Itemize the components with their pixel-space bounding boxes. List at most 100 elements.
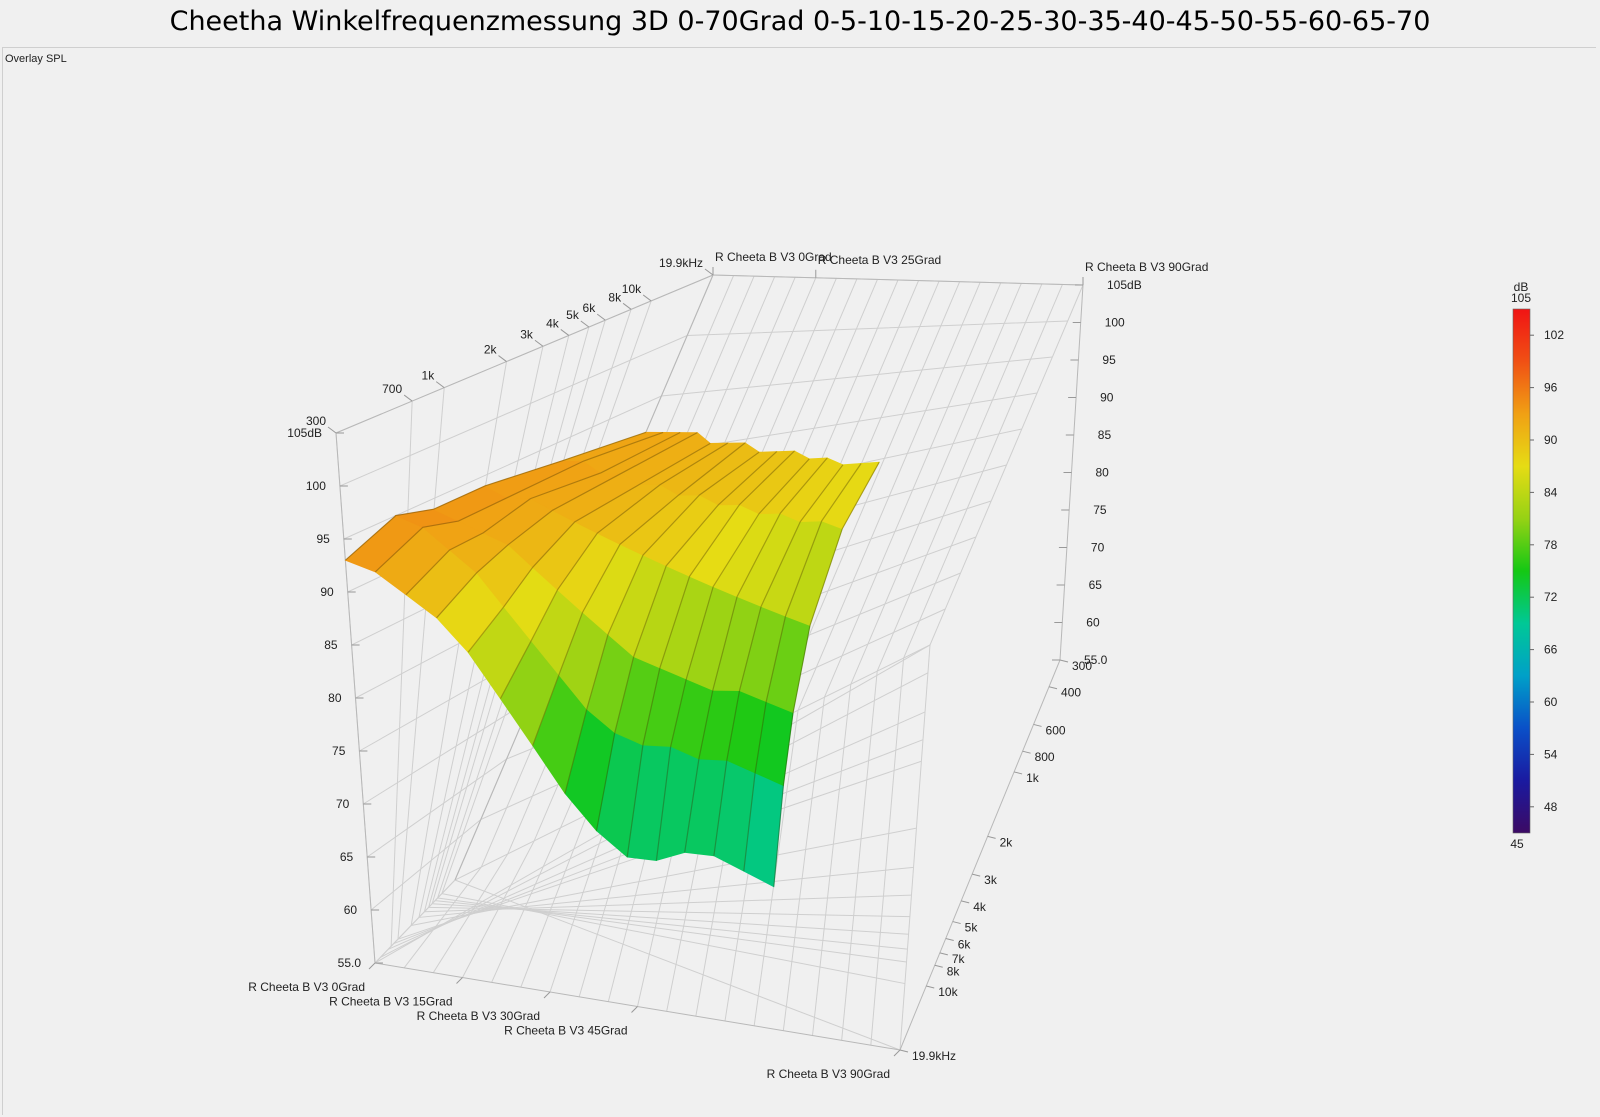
series-ridge [532, 442, 746, 746]
freq-tick-front [926, 985, 935, 989]
series-ridge [467, 442, 711, 653]
angle-tick-front [543, 991, 551, 999]
freq-tick-label-top: 300 [306, 414, 326, 428]
angle-tick-front [893, 1049, 901, 1057]
angle-tick-label-front: R Cheeta B V3 90Grad [767, 1067, 890, 1081]
series-ridge [374, 431, 664, 573]
colorbar-tick-label: 96 [1544, 381, 1558, 395]
angle-tick-label-front: R Cheeta B V3 30Grad [417, 1009, 540, 1023]
z-tick-label-right: 85 [1098, 428, 1112, 442]
z-tick-label-right: 75 [1093, 503, 1107, 517]
angle-tick-label-back: R Cheeta B V3 0Grad [715, 250, 832, 264]
z-tick-label-left: 90 [320, 585, 334, 599]
freq-tick-front [1022, 750, 1031, 754]
freq-tick-label-front: 3k [984, 873, 998, 887]
freq-tick-top [403, 394, 413, 402]
series-ridge [436, 432, 698, 619]
series-ridge [595, 451, 778, 831]
freq-tick-label-front: 8k [947, 964, 961, 978]
series-ridge [655, 458, 810, 861]
freq-tick-front [961, 900, 970, 904]
freq-tick-label-front: 10k [938, 985, 958, 999]
series-ridge [499, 442, 729, 699]
freq-tick-label-top: 3k [520, 327, 534, 341]
colorbar-tick-label: 72 [1544, 590, 1558, 604]
freq-tick-top [435, 381, 445, 389]
freq-tick-label-front: 1k [1026, 771, 1040, 785]
freq-tick-front [1059, 659, 1069, 663]
freq-tick-label-top: 1k [422, 369, 436, 383]
series-ridge [684, 457, 828, 853]
z-tick-label-right: 65 [1089, 578, 1103, 592]
series-ridge [743, 463, 862, 872]
angle-tick-label-back: R Cheeta B V3 25Grad [818, 253, 941, 267]
freq-tick-label-front: 5k [965, 921, 979, 935]
freq-tick-label-top: 10k [622, 282, 642, 296]
freq-tick-label-top: 5k [566, 308, 580, 322]
z-tick-label-left: 105dB [287, 426, 322, 440]
z-tick-label-left: 95 [316, 532, 330, 546]
freq-tick-top [560, 329, 570, 336]
freq-tick-front [939, 952, 948, 956]
z-tick-label-left: 100 [306, 479, 326, 493]
colorbar-min-label: 45 [1510, 837, 1524, 851]
chart-title: Cheetha Winkelfrequenzmessung 3D 0-70Gra… [169, 6, 1431, 37]
angle-tick-front [456, 977, 463, 984]
z-tick-label-right: 60 [1086, 616, 1100, 630]
z-tick-label-right: 105dB [1107, 278, 1142, 292]
freq-tick-label-front: 300 [1072, 659, 1092, 673]
angle-tick-label-front: R Cheeta B V3 0Grad [248, 980, 365, 994]
freq-tick-label-top: 8k [608, 290, 622, 304]
series-ridge [345, 431, 647, 561]
freq-tick-front [934, 964, 943, 968]
colorbar-tick-label: 84 [1544, 485, 1558, 499]
colorbar-max-label: 105 [1511, 291, 1531, 305]
surface-layer [344, 431, 880, 888]
z-tick-label-right: 100 [1105, 316, 1125, 330]
freq-tick-label-top: 19.9kHz [659, 256, 703, 270]
z-tick-label-right: 95 [1102, 353, 1116, 367]
freq-tick-top [327, 426, 337, 434]
freq-tick-label-front: 19.9kHz [912, 1049, 956, 1063]
z-tick-label-left: 75 [332, 744, 346, 758]
angle-tick-label-front: R Cheeta B V3 15Grad [329, 995, 452, 1009]
colorbar-tick-label: 78 [1544, 538, 1558, 552]
z-tick-label-left: 65 [340, 850, 354, 864]
colorbar-tick-label: 66 [1544, 643, 1558, 657]
freq-tick-front [952, 921, 961, 925]
angle-tick-label-back: R Cheeta B V3 90Grad [1085, 260, 1208, 274]
freq-tick-label-top: 4k [546, 316, 560, 330]
colorbar-tick-label: 102 [1544, 328, 1564, 342]
panel-label: Overlay SPL [5, 53, 67, 65]
freq-tick-label-top: 2k [484, 343, 498, 357]
freq-tick-front [972, 873, 981, 877]
freq-tick-label-front: 600 [1046, 723, 1066, 737]
freq-tick-front [899, 1049, 909, 1053]
freq-tick-label-front: 6k [958, 938, 972, 952]
freq-tick-top [498, 355, 507, 362]
series-ridge [405, 431, 681, 596]
freq-tick-label-top: 6k [583, 301, 597, 315]
z-tick-label-right: 90 [1100, 391, 1114, 405]
freq-tick-top [622, 302, 632, 310]
z-tick-label-left: 55.0 [338, 956, 362, 970]
z-tick-label-left: 70 [336, 797, 350, 811]
z-tick-label-right: 70 [1091, 541, 1105, 555]
colorbar-tick-label: 60 [1544, 695, 1558, 709]
z-tick-label-left: 85 [324, 638, 338, 652]
colorbar-unit: dB [1514, 280, 1529, 294]
z-tick-label-right: 80 [1096, 466, 1110, 480]
z-tick-label-left: 80 [328, 691, 342, 705]
freq-tick-front [1033, 723, 1042, 727]
series-ridge [713, 464, 844, 856]
freq-tick-label-front: 400 [1061, 686, 1081, 700]
z-tick-label-right: 55.0 [1084, 653, 1108, 667]
surface-patch [563, 431, 664, 462]
plot-frame [2, 47, 1596, 1115]
freq-tick-top [534, 339, 544, 347]
z-tick-label-left: 60 [344, 903, 358, 917]
colorbar-tick-label: 54 [1544, 747, 1558, 761]
freq-tick-label-front: 7k [952, 952, 966, 966]
